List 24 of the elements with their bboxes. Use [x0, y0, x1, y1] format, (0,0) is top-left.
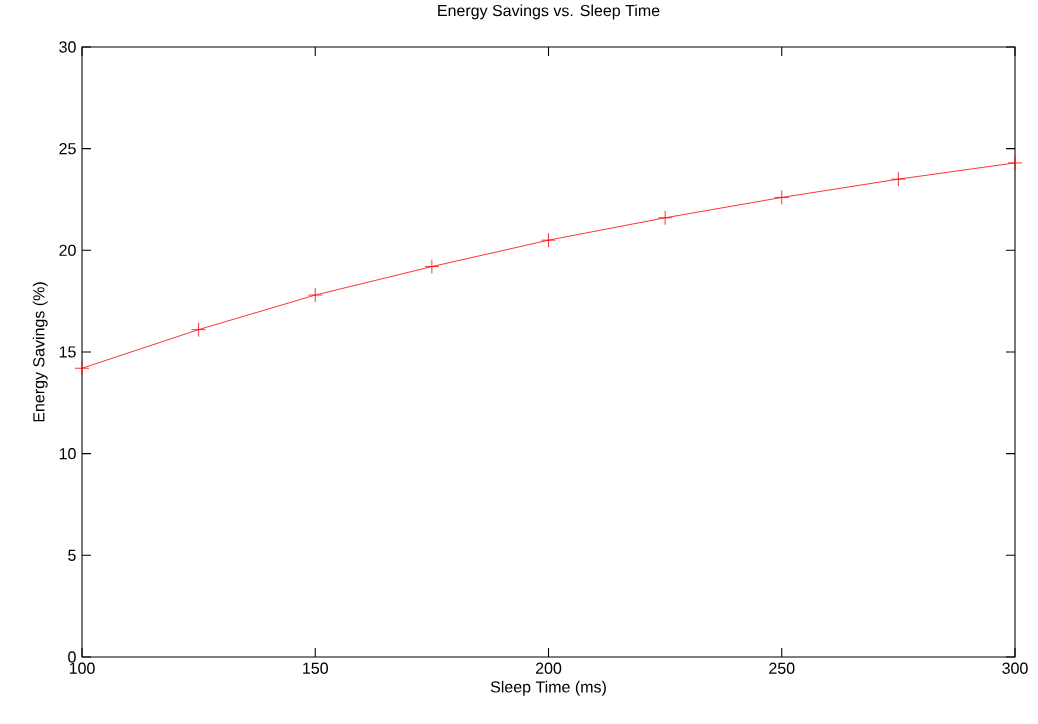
y-tick-label: 5	[68, 549, 76, 561]
point	[307, 287, 323, 303]
point	[424, 259, 440, 274]
point	[774, 190, 790, 205]
y-tick-label: 10	[59, 448, 76, 460]
x-tick-label: 300	[1002, 662, 1028, 674]
point	[191, 322, 207, 338]
point	[890, 171, 906, 187]
y-axis-title: Energy Savings (%)	[32, 282, 48, 422]
y-tick-label: 20	[59, 244, 76, 256]
chart-title: Energy Savings vs. Sleep Time	[438, 4, 660, 20]
x-tick-label: 250	[769, 662, 795, 674]
y-tick-label: 0	[68, 651, 76, 663]
x-tick-label: 100	[69, 662, 95, 674]
y-tick-label: 30	[59, 41, 76, 53]
point	[1007, 155, 1023, 171]
x-tick-label: 200	[535, 662, 562, 674]
x-tick-label: 150	[303, 662, 328, 674]
point	[657, 210, 673, 226]
point	[74, 360, 90, 376]
x-axis-title: Sleep Time (ms)	[490, 680, 606, 696]
y-tick-label: 15	[59, 346, 76, 358]
point	[541, 232, 556, 248]
y-tick-label: 25	[59, 143, 76, 155]
